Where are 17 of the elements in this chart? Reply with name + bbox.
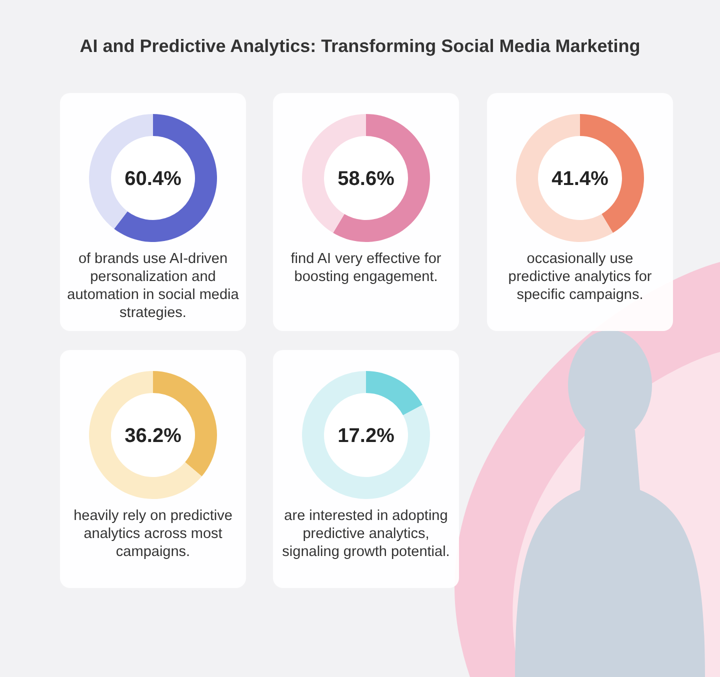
text: 41.4% (552, 168, 609, 190)
text: heavily rely on predictive analytics across most campaigns. (74, 508, 232, 560)
text: find AI very effective for boosting engagement. (290, 251, 442, 285)
donut-slice (366, 371, 422, 416)
text: occasionally use predictive analytics for specific campaigns. (508, 251, 652, 303)
text: AI and Predictive Analytics: Transforming Social Media Marketing (80, 36, 640, 56)
donut-slice (302, 371, 430, 499)
donut-slice (516, 114, 613, 242)
text: 58.6% (338, 168, 395, 190)
text: are interested in adopting predictive analytics, signaling growth potential. (282, 508, 450, 560)
text: of brands use AI-driven personalization and automation in social media strategies. (67, 251, 240, 321)
donut-slice (333, 114, 430, 242)
text: 17.2% (338, 425, 395, 447)
text: 60.4% (124, 168, 182, 190)
text: 36.2% (124, 425, 182, 447)
donut-slice (114, 114, 217, 242)
donut-slice (89, 371, 202, 499)
